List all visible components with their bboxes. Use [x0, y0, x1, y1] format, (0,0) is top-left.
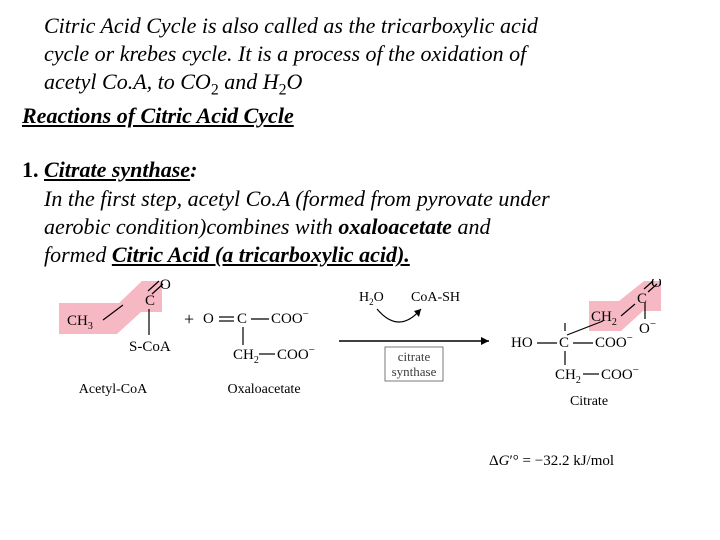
svg-text:S-CoA: S-CoA	[129, 339, 171, 355]
svg-text:COO−: COO−	[277, 344, 315, 363]
acetyl-label: Acetyl-CoA	[79, 382, 148, 397]
delta-g: ΔG′° = −32.2 kJ/mol	[489, 453, 614, 469]
reaction-arrow: H2O CoA-SH citrate synthase	[339, 290, 489, 381]
svg-text:H2O: H2O	[359, 290, 384, 307]
step1-l1: In the first step, acetyl Co.A (formed f…	[44, 186, 550, 211]
svg-text:COO−: COO−	[601, 364, 639, 383]
svg-text:citrate: citrate	[398, 349, 431, 364]
svg-text:synthase: synthase	[392, 364, 437, 379]
step1-number: 1.	[22, 157, 44, 182]
intro-sub2: 2	[279, 82, 287, 99]
svg-text:O: O	[160, 279, 171, 293]
step1-l3a: formed	[44, 242, 112, 267]
svg-text:C: C	[559, 335, 569, 351]
intro-sub1: 2	[211, 82, 219, 99]
intro-line2: cycle or krebes cycle. It is a process o…	[44, 41, 526, 66]
citrate-structure: CH2 C O O− HO C COO− CH2 COO−	[511, 279, 661, 386]
svg-text:ΔG′° = −32.2 kJ/mol: ΔG′° = −32.2 kJ/mol	[489, 453, 614, 469]
svg-text:HO: HO	[511, 335, 533, 351]
step1-name: Citrate synthase	[44, 157, 190, 182]
step1-l2c: and	[452, 214, 491, 239]
citrate-label: Citrate	[570, 394, 608, 409]
svg-text:CoA-SH: CoA-SH	[411, 290, 460, 305]
intro-line3b: and H	[219, 69, 279, 94]
reactions-header: Reactions of Citric Acid Cycle	[22, 103, 698, 129]
plus-sign: +	[184, 309, 194, 329]
intro-line3c: O	[287, 69, 303, 94]
svg-text:CH2: CH2	[555, 367, 581, 386]
intro-line1: Citric Acid Cycle is also called as the …	[44, 13, 538, 38]
step1-l3b: Citric Acid (a tricarboxylic acid).	[112, 242, 410, 267]
svg-text:COO−: COO−	[595, 332, 633, 351]
svg-text:COO−: COO−	[271, 308, 309, 327]
intro-paragraph: Citric Acid Cycle is also called as the …	[44, 12, 698, 101]
svg-text:O: O	[651, 279, 661, 291]
step1-colon: :	[190, 157, 197, 182]
intro-line3a: acetyl Co.A, to CO	[44, 69, 211, 94]
step1-title: 1. Citrate synthase:	[22, 157, 698, 183]
step1-l2a: aerobic condition)combines with	[44, 214, 338, 239]
svg-text:C: C	[145, 293, 155, 309]
svg-text:CH2: CH2	[233, 347, 259, 366]
step1-l2b: oxaloacetate	[338, 214, 452, 239]
step1-body: In the first step, acetyl Co.A (formed f…	[44, 185, 698, 269]
reaction-diagram: CH3 C O S-CoA Acetyl-CoA + O C COO− CH2 …	[22, 279, 698, 479]
oxaloacetate-structure: O C COO− CH2 COO−	[203, 308, 315, 366]
svg-text:O−: O−	[639, 318, 656, 337]
svg-text:O: O	[203, 311, 214, 327]
oxaloacetate-label: Oxaloacetate	[227, 382, 300, 397]
svg-text:C: C	[237, 311, 247, 327]
